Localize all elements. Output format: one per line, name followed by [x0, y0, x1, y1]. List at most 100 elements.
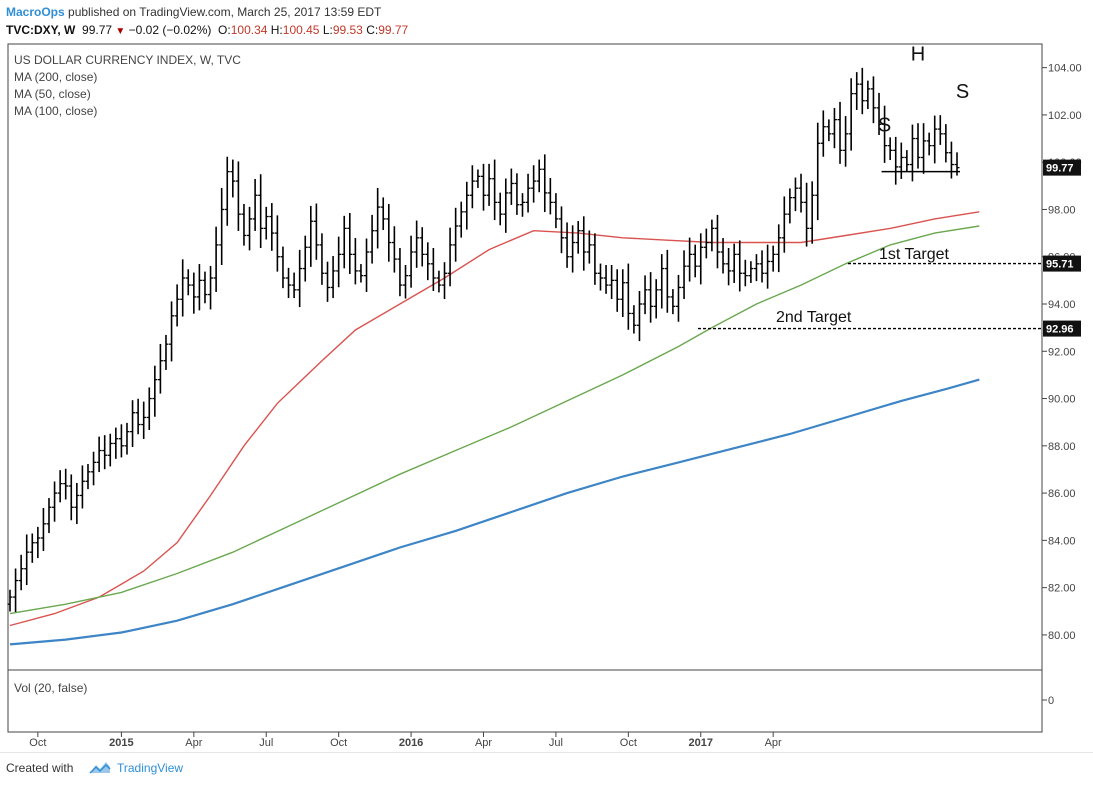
ohlc-bar: [308, 205, 314, 267]
tradingview-link[interactable]: TradingView: [117, 761, 184, 775]
ohlc-bar: [675, 274, 681, 322]
high-label: H:: [270, 23, 283, 37]
ohlc-bar: [152, 365, 158, 417]
ohlc-bar: [636, 291, 642, 342]
ohlc-bar: [648, 272, 654, 323]
price-tick-label: 86.00: [1048, 488, 1076, 500]
ohlc-bar: [91, 451, 97, 486]
ohlc-bar: [753, 254, 759, 282]
ohlc-bar: [592, 233, 598, 285]
published-text: published on TradingView.com, March 25, …: [68, 5, 382, 19]
ohlc-bar: [63, 468, 69, 500]
ohlc-bar: [553, 193, 559, 229]
ohlc-bar: [843, 116, 849, 167]
publisher-name[interactable]: MacroOps: [6, 5, 65, 19]
target-2-label: 2nd Target: [776, 309, 852, 326]
ohlc-bar: [263, 206, 269, 240]
price-chart[interactable]: S H S 80.00 82.00 84.00 86.00 88.00 90.00 92.00 9…: [0, 40, 1093, 752]
ohlc-bar: [74, 482, 80, 525]
ohlc-bar: [742, 259, 748, 287]
ohlc-bar: [107, 433, 113, 467]
time-axis: Oct 2015 Apr Jul Oct 2016 Apr Jul Oct 2017 Apr: [29, 732, 782, 749]
volume-axis-zero: 0: [1048, 695, 1054, 707]
ohlc-bar: [531, 165, 537, 203]
ohlc-bar: [887, 137, 893, 161]
ohlc-bar: [453, 207, 459, 262]
ma-line-50: [9, 211, 980, 627]
ohlc-bar: [24, 534, 30, 586]
ohlc-bar: [831, 108, 837, 149]
ohlc-bar: [731, 243, 737, 283]
plot-border: [7, 43, 1043, 733]
ohlc-bar: [213, 226, 219, 292]
ohlc-bar: [375, 187, 381, 249]
ohlc-bar: [859, 67, 865, 115]
created-with-text: Created with: [6, 761, 74, 775]
down-arrow-icon: ▼: [115, 26, 126, 37]
ohlc-bar: [720, 238, 726, 274]
ohlc-bar: [442, 262, 448, 300]
ohlc-bar: [185, 269, 191, 296]
ohlc-bar: [915, 123, 921, 169]
price-tick-label: 84.00: [1048, 535, 1076, 547]
ohlc-bar: [703, 228, 709, 259]
ohlc-bar: [291, 272, 297, 299]
ohlc-bar: [169, 301, 175, 362]
ohlc-bar: [570, 225, 576, 273]
chart-frame: [7, 43, 1043, 733]
ohlc-bar: [609, 265, 615, 300]
close-value: 99.77: [378, 23, 409, 37]
legend-ma50: MA (50, close): [14, 87, 91, 101]
ohlc-bar: [932, 115, 938, 164]
ohlc-bar: [848, 78, 854, 151]
ohlc-bar: [364, 238, 370, 292]
ohlc-bar: [709, 219, 715, 252]
ohlc-bar: [408, 235, 414, 288]
ohlc-bar: [40, 507, 46, 551]
ohlc-bar: [547, 178, 553, 215]
ohlc-bar: [503, 178, 509, 233]
target-1-label: 1st Target: [879, 246, 950, 263]
chart-header: MacroOps published on TradingView.com, M…: [0, 0, 1093, 44]
ohlc-bar: [124, 422, 130, 455]
publisher-line: MacroOps published on TradingView.com, M…: [6, 5, 381, 19]
ohlc-bar: [241, 204, 247, 246]
time-tick-label: Jul: [549, 737, 563, 749]
ohlc-bar: [247, 206, 253, 251]
high-value: 100.45: [282, 23, 320, 37]
ohlc-bar: [202, 271, 208, 304]
ohlc-bar: [458, 201, 464, 238]
ohlc-bar: [102, 435, 108, 470]
ohlc-bar: [252, 178, 258, 231]
time-tick-label: 2016: [399, 737, 423, 749]
last-price-tag: 99.77: [1043, 159, 1081, 176]
ohlc-bar: [269, 203, 275, 251]
tradingview-logo-icon[interactable]: [88, 759, 112, 777]
price-tick-label: 98.00: [1048, 204, 1076, 216]
ohlc-bar: [558, 206, 564, 254]
ohlc-bar: [519, 193, 525, 217]
ohlc-bar: [603, 265, 609, 294]
ohlc-bar: [837, 101, 843, 164]
ma-line-100: [9, 225, 980, 615]
price-tick-label: 90.00: [1048, 394, 1076, 406]
ohlc-bar: [581, 216, 587, 271]
ohlc-bar: [698, 233, 704, 285]
ohlc-bar: [870, 76, 876, 124]
ohlc-bar: [135, 398, 141, 435]
ohlc-bar: [447, 227, 453, 287]
ohlc-bar: [436, 270, 442, 293]
ohlc-bar: [737, 240, 743, 292]
ohlc-bar: [614, 269, 620, 312]
ohlc-bar: [865, 80, 871, 109]
close-label: C:: [366, 23, 379, 37]
ohlc-bar: [146, 387, 152, 430]
ohlc-bar: [575, 221, 581, 254]
ohlc-bar: [492, 159, 498, 221]
target-1-price-tag: 95.71: [1043, 255, 1081, 272]
ohlc-bar: [921, 123, 927, 174]
ohlc-bar: [369, 214, 375, 264]
price-change: −0.02 (−0.02%): [128, 23, 212, 37]
ohlc-bar: [35, 526, 41, 559]
ohlc-bar: [18, 554, 24, 591]
